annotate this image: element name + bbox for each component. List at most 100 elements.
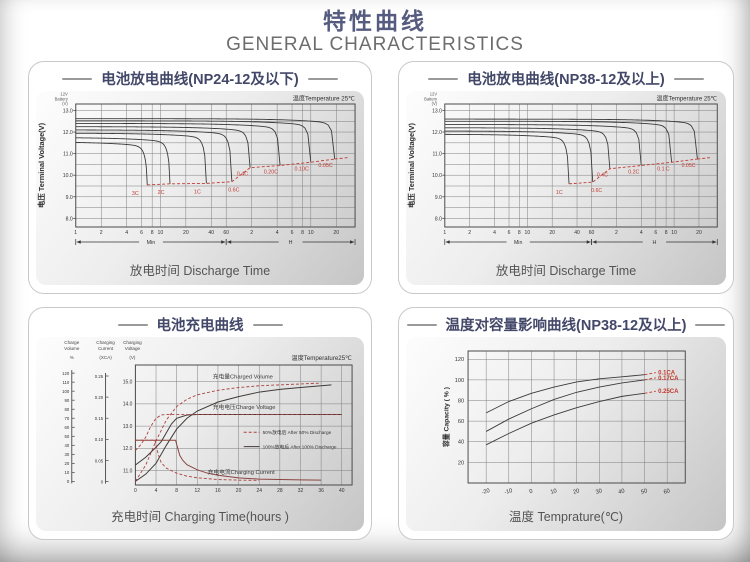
svg-text:(V): (V) bbox=[129, 355, 136, 360]
chart-area: 1 2 4 6 8 10 20 40 60 2 4 6 8 10 20 13.0 12.0 11.0 10.0 9.0… bbox=[406, 91, 726, 285]
svg-text:0.10: 0.10 bbox=[95, 437, 104, 442]
svg-text:充电电流Charging Current: 充电电流Charging Current bbox=[208, 468, 275, 476]
svg-text:10.0: 10.0 bbox=[63, 173, 73, 179]
svg-text:%: % bbox=[70, 355, 74, 360]
svg-text:40: 40 bbox=[458, 440, 464, 446]
svg-text:6: 6 bbox=[140, 230, 143, 236]
chart-area: 0 4 8 12 16 20 24 28 32 36 40 15.0 14.0 13.0 12.0 11.0 1… bbox=[36, 337, 364, 531]
svg-text:8: 8 bbox=[175, 488, 178, 494]
svg-text:0.05C: 0.05C bbox=[318, 163, 332, 169]
svg-text:60: 60 bbox=[458, 419, 464, 425]
panel-title: 电池放电曲线(NP38-12及以上) bbox=[467, 72, 665, 88]
svg-text:10.0: 10.0 bbox=[432, 173, 442, 179]
svg-text:0: 0 bbox=[101, 479, 104, 484]
svg-text:0.6C: 0.6C bbox=[591, 188, 602, 194]
svg-text:30: 30 bbox=[595, 488, 603, 496]
svg-text:11.0: 11.0 bbox=[432, 152, 442, 158]
svg-text:80: 80 bbox=[65, 407, 70, 412]
discharge-np38-chart-svg: 1 2 4 6 8 10 20 40 60 2 4 6 8 10 2013.012.011.010.09.0… bbox=[407, 91, 718, 246]
svg-text:0.25CA: 0.25CA bbox=[658, 388, 679, 395]
svg-text:充电电压Charge Voltage: 充电电压Charge Voltage bbox=[213, 403, 276, 411]
title-dash-right bbox=[252, 323, 283, 326]
panel-title-row: 温度对容量影响曲线(NP38-12及以上) bbox=[406, 312, 726, 337]
svg-text:4: 4 bbox=[276, 230, 279, 236]
page-header: 特性曲线 GENERAL CHARACTERISTICS bbox=[0, 0, 750, 56]
svg-text:2: 2 bbox=[250, 230, 253, 236]
svg-text:Charging: Charging bbox=[123, 340, 142, 345]
svg-text:10: 10 bbox=[525, 230, 531, 236]
x-axis-title: 温度 Temprature(℃) bbox=[508, 510, 624, 524]
svg-text:Voltage: Voltage bbox=[125, 346, 141, 351]
svg-text:1: 1 bbox=[74, 230, 77, 236]
svg-text:15.0: 15.0 bbox=[123, 379, 133, 385]
svg-text:12: 12 bbox=[195, 488, 201, 494]
svg-text:0.05C: 0.05C bbox=[682, 163, 696, 169]
svg-text:60: 60 bbox=[65, 425, 70, 430]
svg-text:20: 20 bbox=[333, 230, 339, 236]
svg-text:H: H bbox=[653, 240, 657, 246]
svg-text:50: 50 bbox=[65, 434, 70, 439]
svg-text:12V: 12V bbox=[60, 91, 68, 96]
svg-text:10: 10 bbox=[550, 488, 558, 496]
svg-text:100: 100 bbox=[455, 378, 464, 384]
svg-text:20: 20 bbox=[236, 488, 242, 494]
svg-text:14.0: 14.0 bbox=[123, 402, 133, 408]
svg-text:0.20C: 0.20C bbox=[264, 169, 278, 175]
svg-text:20: 20 bbox=[458, 460, 464, 466]
svg-text:40: 40 bbox=[208, 230, 214, 236]
svg-text:12.0: 12.0 bbox=[432, 130, 442, 136]
svg-text:4: 4 bbox=[640, 230, 643, 236]
svg-text:13.0: 13.0 bbox=[123, 424, 133, 430]
svg-text:90: 90 bbox=[65, 398, 70, 403]
svg-text:11.0: 11.0 bbox=[123, 468, 133, 474]
svg-text:10: 10 bbox=[157, 230, 163, 236]
svg-text:11.0: 11.0 bbox=[63, 152, 73, 158]
svg-text:40: 40 bbox=[574, 230, 580, 236]
svg-text:0.4C: 0.4C bbox=[237, 172, 248, 178]
svg-text:70: 70 bbox=[65, 416, 70, 421]
x-axis-title: 充电时间 Charging Time(hours ) bbox=[111, 510, 289, 524]
panel-title: 电池充电曲线 bbox=[156, 318, 244, 334]
svg-text:8: 8 bbox=[518, 230, 521, 236]
svg-text:1: 1 bbox=[443, 230, 446, 236]
svg-text:0.10C: 0.10C bbox=[295, 166, 309, 172]
charge-chart-svg: 0 4 8 12 16 20 24 28 32 36 40 15.0 14.0 13.0 12.0 11.0 1… bbox=[62, 340, 353, 494]
svg-text:2: 2 bbox=[615, 230, 618, 236]
title-dash-right bbox=[695, 323, 726, 326]
svg-text:6: 6 bbox=[291, 230, 294, 236]
svg-text:36: 36 bbox=[318, 488, 324, 494]
svg-text:温度Temperature 25℃: 温度Temperature 25℃ bbox=[293, 94, 355, 102]
svg-text:4: 4 bbox=[155, 488, 158, 494]
svg-text:20: 20 bbox=[696, 230, 702, 236]
panel-title-row: 电池充电曲线 bbox=[36, 312, 364, 337]
svg-text:2: 2 bbox=[468, 230, 471, 236]
svg-text:0.15: 0.15 bbox=[95, 416, 104, 421]
svg-text:Battery: Battery bbox=[55, 96, 69, 101]
svg-text:Current: Current bbox=[98, 346, 114, 351]
svg-text:4: 4 bbox=[493, 230, 496, 236]
svg-text:(XCA): (XCA) bbox=[99, 355, 112, 360]
svg-text:6: 6 bbox=[654, 230, 657, 236]
svg-text:8: 8 bbox=[665, 230, 668, 236]
svg-text:温度Temperature25℃: 温度Temperature25℃ bbox=[291, 354, 352, 362]
svg-text:120: 120 bbox=[62, 371, 70, 376]
svg-text:30: 30 bbox=[65, 452, 70, 457]
title-dash-right bbox=[673, 77, 704, 80]
svg-text:24: 24 bbox=[256, 488, 262, 494]
svg-text:Battery: Battery bbox=[424, 96, 438, 101]
svg-text:0: 0 bbox=[67, 479, 70, 484]
svg-text:10: 10 bbox=[308, 230, 314, 236]
svg-text:13.0: 13.0 bbox=[432, 108, 442, 114]
svg-text:10: 10 bbox=[65, 470, 70, 475]
svg-text:1C: 1C bbox=[194, 189, 201, 195]
svg-text:2C: 2C bbox=[158, 190, 165, 196]
title-dash-left bbox=[62, 77, 93, 80]
svg-text:0.2C: 0.2C bbox=[628, 169, 639, 175]
svg-text:28: 28 bbox=[277, 488, 283, 494]
svg-text:80: 80 bbox=[458, 398, 464, 404]
svg-text:6: 6 bbox=[508, 230, 511, 236]
svg-text:20: 20 bbox=[549, 230, 555, 236]
page-subtitle: GENERAL CHARACTERISTICS bbox=[226, 34, 524, 55]
temperature-capacity-chart-svg: -20 -10 0 10 20 30 40 50 60 120 100 80 60 40 20 容量 Capa… bbox=[442, 350, 686, 496]
